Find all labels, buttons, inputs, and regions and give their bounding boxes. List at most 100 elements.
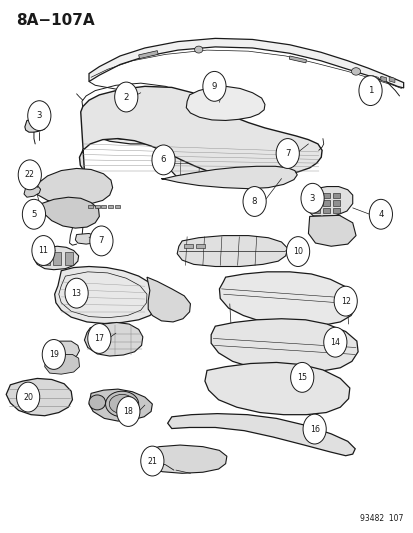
Circle shape (368, 199, 392, 229)
Polygon shape (53, 252, 61, 265)
Polygon shape (312, 208, 320, 213)
Polygon shape (25, 118, 45, 132)
Ellipse shape (109, 394, 135, 414)
Circle shape (275, 139, 299, 168)
Polygon shape (79, 86, 321, 177)
Polygon shape (64, 252, 73, 265)
Text: 12: 12 (340, 297, 350, 305)
Polygon shape (211, 319, 357, 372)
Circle shape (333, 286, 356, 316)
Text: 14: 14 (330, 338, 339, 346)
Ellipse shape (101, 101, 142, 139)
Polygon shape (41, 252, 50, 265)
Polygon shape (332, 208, 339, 213)
Polygon shape (322, 208, 330, 213)
Circle shape (140, 446, 164, 476)
Text: 8A−107A: 8A−107A (16, 13, 94, 28)
Circle shape (22, 199, 45, 229)
Polygon shape (388, 77, 394, 83)
Polygon shape (312, 200, 320, 206)
Polygon shape (204, 362, 349, 415)
Polygon shape (89, 389, 152, 421)
Circle shape (42, 340, 65, 369)
Polygon shape (184, 244, 193, 248)
Circle shape (302, 414, 325, 444)
Polygon shape (289, 56, 306, 63)
Circle shape (152, 145, 175, 175)
Text: 7: 7 (284, 149, 290, 158)
Circle shape (90, 226, 113, 256)
Polygon shape (308, 215, 355, 246)
Polygon shape (322, 215, 330, 221)
Ellipse shape (154, 112, 177, 133)
Polygon shape (24, 185, 40, 197)
Circle shape (18, 160, 41, 190)
Text: 3: 3 (36, 111, 42, 120)
Text: 17: 17 (94, 334, 104, 343)
Polygon shape (380, 76, 386, 82)
Polygon shape (322, 193, 330, 198)
Text: 20: 20 (23, 393, 33, 401)
Polygon shape (332, 200, 339, 206)
Text: 4: 4 (377, 210, 383, 219)
Text: 22: 22 (25, 171, 35, 179)
Text: 1: 1 (367, 86, 373, 95)
Circle shape (116, 397, 140, 426)
Polygon shape (177, 236, 287, 266)
Ellipse shape (105, 104, 139, 135)
Polygon shape (167, 414, 354, 456)
Polygon shape (34, 168, 112, 205)
Polygon shape (308, 187, 352, 217)
Polygon shape (372, 76, 377, 82)
Polygon shape (45, 354, 79, 374)
Polygon shape (108, 205, 113, 208)
Polygon shape (75, 233, 95, 244)
Polygon shape (6, 378, 72, 416)
Polygon shape (312, 193, 320, 198)
Circle shape (202, 71, 225, 101)
Circle shape (17, 382, 40, 412)
Text: 93482  107: 93482 107 (359, 514, 403, 523)
Polygon shape (101, 205, 106, 208)
Text: 8: 8 (251, 197, 257, 206)
Ellipse shape (194, 46, 202, 53)
Text: 19: 19 (49, 350, 59, 359)
Polygon shape (161, 166, 297, 189)
Text: 7: 7 (98, 237, 104, 245)
Text: 9: 9 (211, 82, 216, 91)
Circle shape (65, 278, 88, 308)
Text: 10: 10 (292, 247, 302, 256)
Circle shape (286, 237, 309, 266)
Circle shape (290, 362, 313, 392)
Ellipse shape (105, 391, 138, 417)
Circle shape (28, 101, 51, 131)
Polygon shape (322, 200, 330, 206)
Polygon shape (88, 205, 93, 208)
Polygon shape (86, 93, 194, 144)
Polygon shape (84, 322, 142, 356)
Ellipse shape (351, 68, 360, 75)
Polygon shape (41, 197, 99, 228)
Text: 3: 3 (309, 194, 315, 203)
Circle shape (88, 324, 111, 353)
Text: 13: 13 (71, 289, 81, 297)
Ellipse shape (150, 109, 180, 136)
Text: 2: 2 (123, 93, 129, 101)
Circle shape (358, 76, 381, 106)
Text: 5: 5 (31, 210, 37, 219)
Polygon shape (45, 341, 79, 359)
Polygon shape (138, 51, 158, 59)
Text: 18: 18 (123, 407, 133, 416)
Polygon shape (332, 193, 339, 198)
Text: 11: 11 (38, 246, 48, 255)
Polygon shape (89, 38, 403, 88)
Polygon shape (186, 86, 264, 120)
Polygon shape (95, 205, 100, 208)
Circle shape (323, 327, 346, 357)
Circle shape (114, 82, 138, 112)
Polygon shape (141, 445, 226, 473)
Polygon shape (312, 215, 320, 221)
Ellipse shape (89, 395, 105, 410)
Polygon shape (195, 244, 204, 248)
Text: 16: 16 (309, 425, 319, 433)
